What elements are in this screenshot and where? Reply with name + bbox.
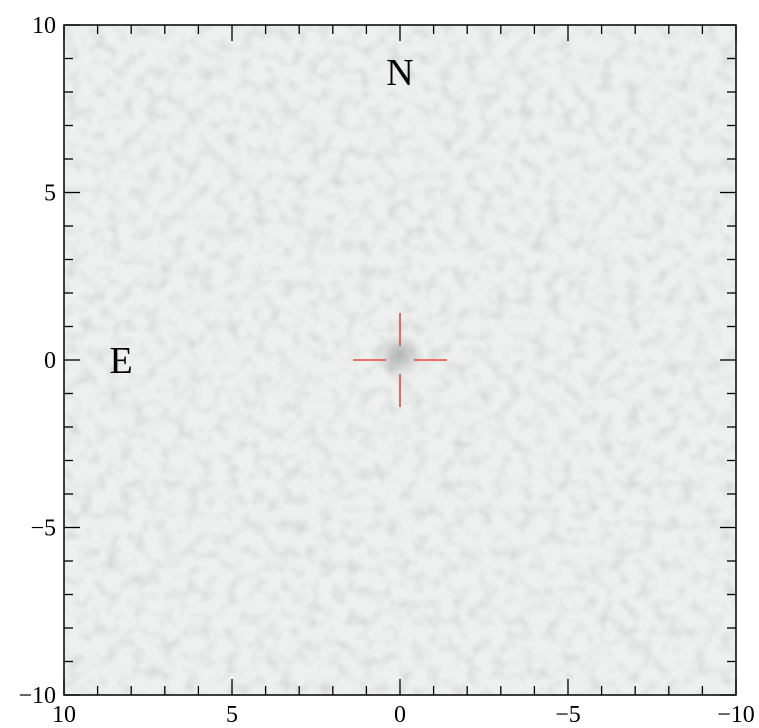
axis-ticks xyxy=(63,24,737,696)
x-tick-label: 0 xyxy=(394,702,406,728)
y-tick-label: −5 xyxy=(30,516,56,542)
y-tick-label: 10 xyxy=(32,13,56,39)
x-tick-label: −5 xyxy=(555,702,581,728)
x-tick-label: −10 xyxy=(717,702,755,728)
y-tick-label: 5 xyxy=(44,181,56,207)
central-source xyxy=(376,333,424,377)
y-tick-label: 0 xyxy=(44,348,56,374)
crosshair-marker xyxy=(353,313,447,407)
east-label: E xyxy=(110,340,133,382)
y-tick-label: −10 xyxy=(18,683,56,709)
x-tick-label: 5 xyxy=(226,702,238,728)
x-tick-label: 10 xyxy=(52,702,76,728)
north-label: N xyxy=(386,52,413,94)
